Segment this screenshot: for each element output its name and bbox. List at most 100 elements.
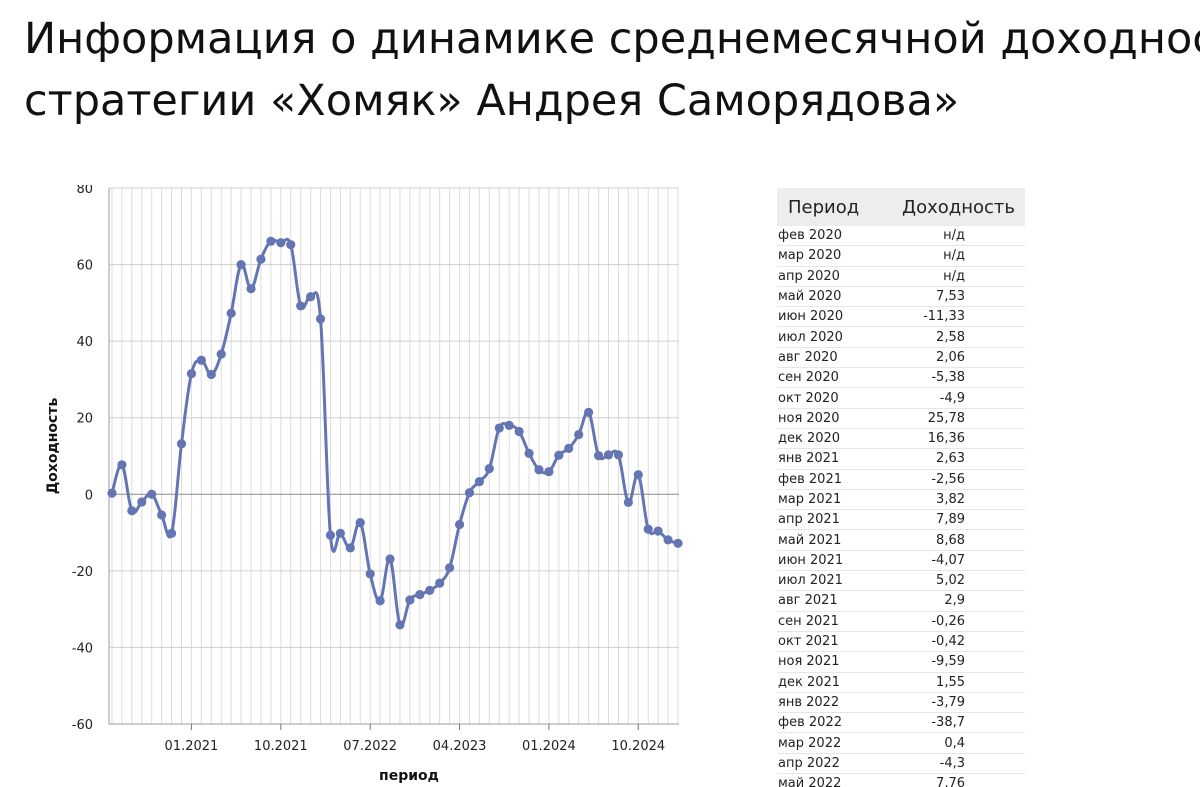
- data-point: [107, 488, 117, 498]
- data-point: [643, 524, 653, 534]
- table-cell-return: 2,9: [878, 590, 1025, 612]
- table-cell-return: -9,59: [878, 651, 1025, 673]
- y-tick-label: 60: [76, 259, 93, 274]
- data-point: [296, 301, 306, 311]
- table-cell-return: 7,53: [878, 286, 1025, 308]
- table-cell-return: 16,36: [878, 428, 1025, 450]
- data-point: [266, 236, 276, 246]
- table-row: фев 2020 н/д: [777, 226, 1025, 247]
- table-cell-period: ноя 2020: [777, 408, 879, 429]
- data-point: [603, 450, 614, 460]
- table-cell-period: окт 2020: [777, 387, 879, 409]
- table-row: фев 2022 -38,7: [777, 712, 1025, 734]
- table-cell-period: фев 2021: [777, 469, 879, 490]
- data-point: [127, 506, 137, 516]
- data-point: [157, 510, 167, 520]
- table-header-row: Период Доходность: [777, 188, 1025, 226]
- data-point: [623, 497, 633, 507]
- data-point: [484, 464, 494, 474]
- table-cell-return: н/д: [878, 226, 1025, 247]
- x-tick-label: 10.2024: [611, 739, 665, 754]
- table-cell-period: авг 2020: [777, 347, 879, 369]
- table-row: ноя 2020 25,78: [777, 408, 1025, 429]
- table-cell-return: н/д: [878, 245, 1025, 267]
- table-cell-return: -38,7: [878, 712, 1025, 734]
- table-row: апр 2021 7,89: [777, 509, 1025, 531]
- table-cell-period: окт 2021: [777, 631, 879, 653]
- data-point: [286, 240, 296, 250]
- table-cell-period: янв 2022: [777, 692, 879, 714]
- data-point: [544, 467, 554, 477]
- table-cell-return: -4,9: [878, 387, 1025, 409]
- table-cell-return: 2,58: [878, 326, 1025, 348]
- table-cell-return: 8,68: [878, 529, 1025, 551]
- data-point: [385, 554, 395, 564]
- returns-chart-svg: 80 60 40 20 0 -20 -40 -60 01.2021 10.2021 07.2022 0…: [45, 185, 683, 784]
- returns-table: Период Доходность фев 2020 н/д мар 2020 н/д…: [777, 188, 1025, 787]
- table-cell-period: мар 2022: [777, 732, 879, 754]
- x-tick-label: 10.2021: [254, 739, 308, 754]
- data-point: [445, 563, 455, 573]
- table-cell-return: 7,89: [878, 509, 1025, 531]
- y-tick-label: 0: [85, 488, 93, 503]
- table-row: авг 2020 2,06: [777, 347, 1025, 369]
- table-cell-period: май 2022: [777, 773, 879, 787]
- data-point: [355, 518, 365, 528]
- table-row: мар 2021 3,82: [777, 489, 1025, 511]
- page-title-line-1: Информация о динамике среднемесячной дох…: [24, 14, 1200, 64]
- data-point: [673, 538, 683, 548]
- table-cell-period: янв 2021: [777, 448, 879, 470]
- data-point: [345, 543, 355, 553]
- table-row: июн 2021 -4,07: [777, 550, 1025, 572]
- data-point: [524, 448, 534, 458]
- table-cell-period: фев 2022: [777, 712, 879, 734]
- x-tick-label: 04.2023: [433, 739, 487, 754]
- page-title-line-2: стратегии «Хомяк» Андрея Саморядова»: [24, 76, 960, 126]
- table-cell-period: ноя 2021: [777, 651, 879, 673]
- data-point: [236, 259, 246, 270]
- table-cell-return: -0,26: [878, 611, 1025, 632]
- data-point: [613, 450, 624, 460]
- data-point: [504, 420, 514, 430]
- table-row: мар 2020 н/д: [777, 245, 1025, 267]
- table-cell-period: май 2021: [777, 529, 879, 551]
- y-tick-label: -20: [72, 565, 93, 580]
- data-point: [226, 308, 236, 318]
- table-cell-return: 7,76: [878, 773, 1025, 787]
- table-row: мар 2022 0,4: [777, 732, 1025, 754]
- table-cell-period: дек 2020: [777, 428, 879, 450]
- data-point: [325, 530, 336, 540]
- table-row: июл 2020 2,58: [777, 326, 1025, 348]
- data-point: [574, 429, 584, 440]
- data-point: [246, 284, 256, 294]
- data-point: [474, 477, 485, 487]
- table-row: сен 2021 -0,26: [777, 611, 1025, 632]
- table-cell-period: апр 2020: [777, 266, 879, 287]
- table-row: июл 2021 5,02: [777, 570, 1025, 592]
- table-row: авг 2021 2,9: [777, 590, 1025, 612]
- data-point: [584, 407, 594, 417]
- data-point: [494, 423, 504, 433]
- table-cell-period: июн 2021: [777, 550, 879, 572]
- data-point: [196, 355, 206, 365]
- column-header-period: Период: [777, 188, 879, 226]
- data-point: [425, 585, 435, 595]
- table-row: фев 2021 -2,56: [777, 469, 1025, 490]
- data-point: [395, 620, 405, 630]
- data-point: [305, 292, 316, 302]
- table-cell-return: 2,06: [878, 347, 1025, 369]
- page-title: Информация о динамике среднемесячной дох…: [24, 8, 1200, 132]
- data-point: [256, 254, 266, 264]
- table-cell-return: -4,3: [878, 753, 1025, 775]
- table-row: май 2020 7,53: [777, 286, 1025, 308]
- data-point: [464, 488, 475, 498]
- data-point: [206, 369, 216, 380]
- table-row: апр 2020 н/д: [777, 266, 1025, 287]
- data-point: [335, 528, 345, 538]
- table-cell-period: май 2020: [777, 286, 879, 308]
- data-point: [137, 497, 147, 507]
- table-cell-period: дек 2021: [777, 672, 879, 693]
- data-point: [166, 528, 177, 538]
- table-row: дек 2020 16,36: [777, 428, 1025, 450]
- data-point: [435, 578, 445, 588]
